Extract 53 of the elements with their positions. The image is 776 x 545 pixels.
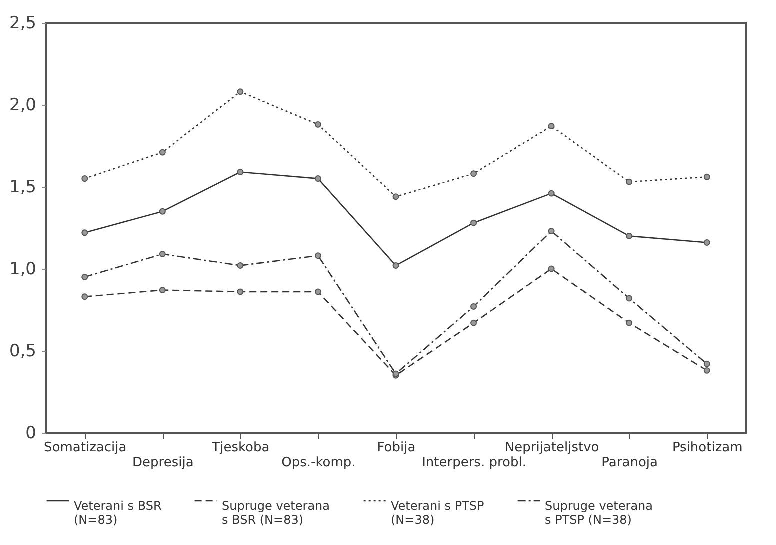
point (237, 88, 244, 96)
point (548, 190, 555, 197)
point (159, 149, 166, 156)
point (314, 121, 322, 128)
legend-label: Veterani s BSR (N=83) (74, 499, 162, 527)
point (237, 288, 244, 296)
point (626, 320, 633, 326)
point (392, 194, 400, 200)
point (82, 176, 88, 182)
x-tick-label: Depresija (132, 456, 194, 470)
y-tick-label: 1,0 (9, 260, 36, 280)
point (392, 262, 400, 269)
point (470, 320, 478, 326)
point (470, 220, 478, 226)
legend-label: Supruge veterana s PTSP (N=38) (545, 499, 654, 527)
point (548, 228, 555, 235)
x-tick-label: Psihotizam (672, 440, 743, 456)
point (704, 174, 710, 180)
x-tick-label: Paranoja (602, 456, 658, 470)
x-tick-label: Tjeskoba (211, 440, 270, 456)
y-tick-label: 2,0 (9, 96, 36, 116)
x-tick-label: Ops.-komp. (282, 456, 356, 470)
x-tick-label: Neprijateljstvo (504, 440, 600, 456)
point (314, 176, 322, 182)
x-tick-label: Fobija (377, 440, 416, 456)
point (159, 208, 166, 215)
point (704, 360, 710, 368)
y-tick-label: 0,5 (9, 342, 36, 362)
point (626, 295, 633, 302)
legend-label: Veterani s PTSP (N=38) (391, 499, 484, 527)
point (626, 178, 633, 186)
point (548, 123, 555, 130)
point (237, 262, 244, 269)
point (314, 288, 322, 296)
point (704, 240, 710, 246)
point (314, 252, 322, 260)
point (159, 287, 166, 294)
y-tick-label: 1,5 (9, 178, 36, 198)
y-tick-label: 2,5 (9, 14, 36, 34)
x-tick-label: Somatizacija (44, 440, 127, 456)
legend-label: Supruge veterana s BSR (N=83) (222, 499, 330, 527)
point (159, 251, 166, 258)
point (470, 170, 478, 178)
point (548, 266, 555, 272)
x-tick-label: Interpers. probl. (422, 456, 526, 470)
point (82, 294, 88, 300)
point (626, 232, 633, 240)
point (704, 367, 710, 374)
point (237, 169, 244, 176)
y-tick-label: 0 (26, 424, 36, 444)
point (470, 303, 478, 310)
point (82, 274, 88, 280)
point (82, 230, 88, 236)
